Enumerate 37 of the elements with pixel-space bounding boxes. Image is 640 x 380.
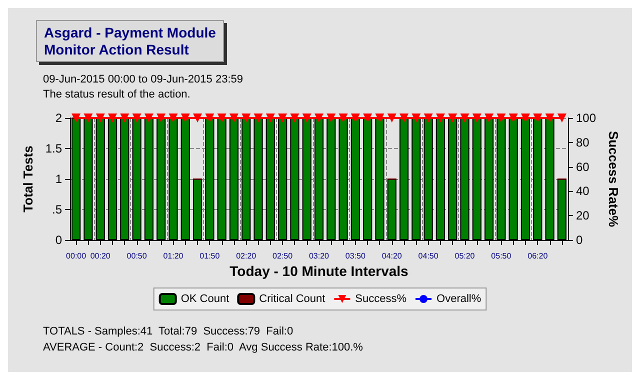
legend-label: Critical Count	[259, 293, 326, 305]
x-tick-label: 05:20	[454, 252, 476, 260]
legend-label: OK Count	[180, 293, 230, 305]
legend-label: Overall%	[436, 293, 482, 305]
y-tick-label: 0	[55, 233, 62, 247]
y2-tick-label: 20	[576, 208, 590, 223]
x-tick-label: 05:50	[491, 252, 512, 260]
x-tick-label: 02:20	[236, 252, 257, 260]
x-tick-label: 03:50	[345, 252, 366, 260]
x-tick-label: 03:20	[308, 252, 330, 260]
y-tick-label: .5	[52, 202, 62, 216]
x-tick-label: 04:20	[382, 252, 402, 260]
y-axis-title: Total Tests	[20, 146, 36, 212]
y2-axis-title: Success Rate%	[606, 130, 621, 228]
text: The status result of the action.	[43, 88, 190, 100]
y-tick-label: 2	[55, 111, 62, 125]
y2-tick-label: 60	[576, 160, 590, 174]
x-tick-label: 01:20	[163, 252, 184, 260]
x-tick-label: 00:20	[90, 252, 111, 260]
y-tick-label: 1.5	[45, 142, 62, 156]
y2-tick-label: 40	[576, 184, 590, 198]
chart-title: Asgard - Payment Module Monitor Action Result	[44, 24, 216, 58]
y2-tick-label: 100	[576, 111, 596, 125]
x-tick-label: 02:50	[272, 252, 294, 260]
x-tick-label: 04:50	[418, 252, 439, 260]
y2-tick-label: 0	[576, 233, 583, 247]
legend-label: Success%	[355, 293, 407, 305]
x-axis-title: Today - 10 Minute Intervals	[230, 263, 409, 279]
text: 09-Jun-2015 00:00 to 09-Jun-2015 23:59	[43, 74, 243, 86]
y-tick-label: 1	[55, 172, 62, 186]
text: TOTALS - Samples:41 Total:79 Success:79 Fail:0	[43, 326, 294, 338]
x-tick-label: 01:50	[200, 252, 220, 260]
y2-tick-label: 80	[576, 135, 590, 150]
x-tick-label: 06:20	[528, 252, 548, 260]
x-tick-label: 00:00	[66, 252, 87, 260]
text: AVERAGE - Count:2 Success:2 Fail:0 Avg Success Rate:100.%	[43, 342, 364, 354]
x-tick-label: 00:50	[126, 252, 148, 260]
